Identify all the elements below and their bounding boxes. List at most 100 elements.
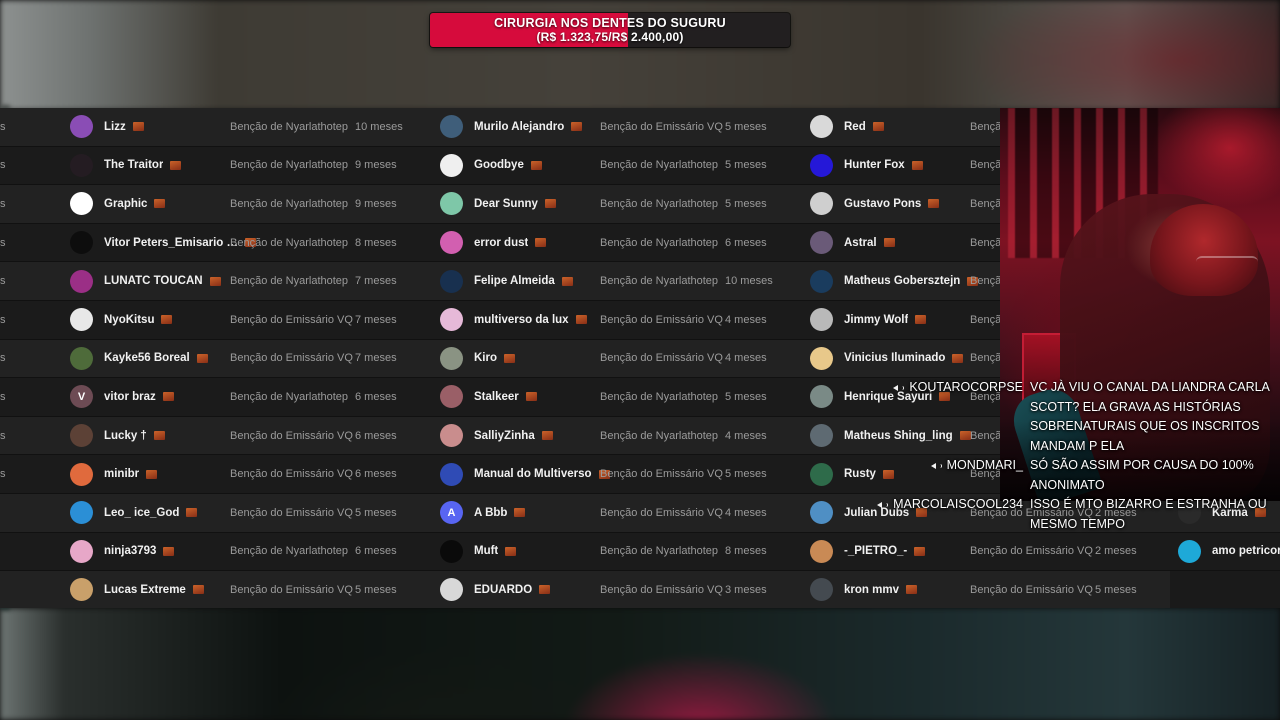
member-row[interactable]: Muft Benção de Nyarlathotep 8 meses (430, 532, 800, 572)
member-row[interactable]: Murilo Alejandro Benção do Emissário VQ 5 … (430, 108, 800, 147)
member-row[interactable]: amo petricor (1170, 532, 1280, 572)
member-row[interactable]: s (0, 185, 60, 224)
member-tier: Benção de Nyarlathotep (600, 390, 719, 403)
member-duration-fragment: s (0, 159, 6, 172)
member-name: Lucky † (104, 429, 147, 442)
member-name: Hunter Fox (844, 159, 905, 172)
member-row[interactable]: ninja3793 Benção de Nyarlathotep 6 meses (60, 532, 430, 572)
member-row[interactable]: s (0, 339, 60, 379)
member-name: EDUARDO (474, 583, 533, 596)
member-name: Felipe Almeida (474, 275, 555, 288)
member-row[interactable]: NyoKitsu Benção do Emissário VQ 7 meses (60, 300, 430, 340)
webcam-streamer-hair (1150, 204, 1258, 296)
avatar (810, 192, 833, 216)
member-column-edge-left: s s s s s s s s s s (0, 108, 60, 608)
avatar (440, 346, 463, 370)
member-badge-icon (153, 431, 165, 441)
member-row[interactable]: Lizz Benção de Nyarlathotep 10 meses (60, 108, 430, 147)
avatar (810, 269, 833, 293)
member-name: -_PIETRO_- (844, 545, 908, 558)
member-name: vitor braz (104, 390, 156, 403)
member-row[interactable]: kron mmv Benção do Emissário VQ 5 meses (800, 571, 1170, 608)
member-duration: 7 meses (355, 313, 397, 326)
member-row[interactable]: Lucas Extreme Benção do Emissário VQ 5 mes… (60, 571, 430, 608)
member-row[interactable]: s (0, 455, 60, 494)
member-name: Leo_ ice_God (104, 506, 180, 519)
member-duration: 5 meses (1095, 583, 1137, 596)
member-row[interactable]: A A Bbb Benção do Emissário VQ 4 meses (430, 493, 800, 533)
member-row[interactable]: SalliyZinha Benção de Nyarlathotep 4 meses (430, 416, 800, 456)
member-badge-icon (146, 469, 158, 479)
member-row[interactable]: s (0, 146, 60, 186)
webcam-vignette (1000, 421, 1280, 501)
member-row[interactable]: Manual do Multiverso Benção do Emissário … (430, 455, 800, 494)
avatar (440, 153, 463, 177)
member-row[interactable] (0, 493, 60, 533)
member-name: SalliyZinha (474, 429, 535, 442)
avatar (70, 308, 93, 332)
avatar (70, 192, 93, 216)
member-tier: Benção de Nyarlathotep (600, 159, 719, 172)
avatar (810, 539, 833, 563)
member-badge-icon (952, 353, 964, 363)
member-row[interactable]: The Traitor Benção de Nyarlathotep 9 meses (60, 146, 430, 186)
member-badge-icon (959, 431, 971, 441)
avatar (1178, 539, 1201, 563)
member-name: Lucas Extreme (104, 583, 186, 596)
member-duration: 6 meses (355, 429, 397, 442)
member-row[interactable]: Dear Sunny Benção de Nyarlathotep 5 meses (430, 185, 800, 224)
member-duration: 4 meses (725, 429, 767, 442)
member-row[interactable]: LUNATC TOUCAN Benção de Nyarlathotep 7 mes… (60, 262, 430, 301)
member-row[interactable]: Goodbye Benção de Nyarlathotep 5 meses (430, 146, 800, 186)
member-badge-icon (571, 122, 583, 132)
member-tier: Benção do Emissário VQ (600, 120, 723, 133)
avatar (440, 269, 463, 293)
member-row[interactable]: Kiro Benção do Emissário VQ 4 meses (430, 339, 800, 379)
member-row[interactable]: s (0, 416, 60, 456)
member-duration-fragment: s (0, 275, 6, 288)
donation-goal-bar: CIRURGIA NOS DENTES DO SUGURU (R$ 1.323,… (430, 13, 790, 47)
member-row[interactable]: Felipe Almeida Benção de Nyarlathotep 10 m… (430, 262, 800, 301)
member-name: multiverso da lux (474, 313, 569, 326)
member-tier: Benção de Nyarlathotep (230, 159, 349, 172)
member-row[interactable]: s (0, 378, 60, 417)
member-name: Gustavo Pons (844, 197, 922, 210)
member-row[interactable]: -_PIETRO_- Benção do Emissário VQ 2 meses (800, 532, 1170, 572)
member-row[interactable]: Kayke56 Boreal Benção do Emissário VQ 7 me… (60, 339, 430, 379)
avatar (440, 192, 463, 216)
member-row[interactable]: s (0, 262, 60, 301)
member-row[interactable]: s (0, 223, 60, 263)
member-row[interactable]: Lucky † Benção do Emissário VQ 6 meses (60, 416, 430, 456)
avatar (810, 115, 833, 139)
member-row[interactable]: Vitor Peters_Emisario … Benção de Nyarlat… (60, 223, 430, 263)
member-name: error dust (474, 236, 529, 249)
avatar (440, 115, 463, 139)
member-row[interactable]: multiverso da lux Benção do Emissário VQ 4… (430, 300, 800, 340)
member-tier: Benção de Nyarlathotep (230, 545, 349, 558)
member-row[interactable]: Graphic Benção de Nyarlathotep 9 meses (60, 185, 430, 224)
member-row[interactable]: Leo_ ice_God Benção do Emissário VQ 5 mese… (60, 493, 430, 533)
avatar (70, 501, 93, 525)
member-name: Vitor Peters_Emisario … (104, 236, 239, 249)
member-duration: 4 meses (725, 506, 767, 519)
member-row[interactable] (0, 532, 60, 572)
avatar (440, 462, 463, 486)
avatar (810, 578, 833, 602)
member-row[interactable]: error dust Benção de Nyarlathotep 6 meses (430, 223, 800, 263)
member-row[interactable]: Stalkeer Benção de Nyarlathotep 5 meses (430, 378, 800, 417)
member-badge-icon (967, 276, 979, 286)
member-row[interactable]: s (0, 108, 60, 147)
member-tier: Benção do Emissário VQ (600, 313, 723, 326)
member-row[interactable] (0, 571, 60, 608)
member-row[interactable]: EDUARDO Benção do Emissário VQ 3 meses (430, 571, 800, 608)
member-duration: 7 meses (355, 352, 397, 365)
member-row[interactable]: minibr Benção do Emissário VQ 6 meses (60, 455, 430, 494)
avatar (70, 539, 93, 563)
member-name: Astral (844, 236, 877, 249)
member-duration: 5 meses (355, 583, 397, 596)
member-row[interactable]: s (0, 300, 60, 340)
member-duration: 8 meses (355, 236, 397, 249)
member-badge-icon (209, 276, 221, 286)
member-duration: 7 meses (355, 275, 397, 288)
